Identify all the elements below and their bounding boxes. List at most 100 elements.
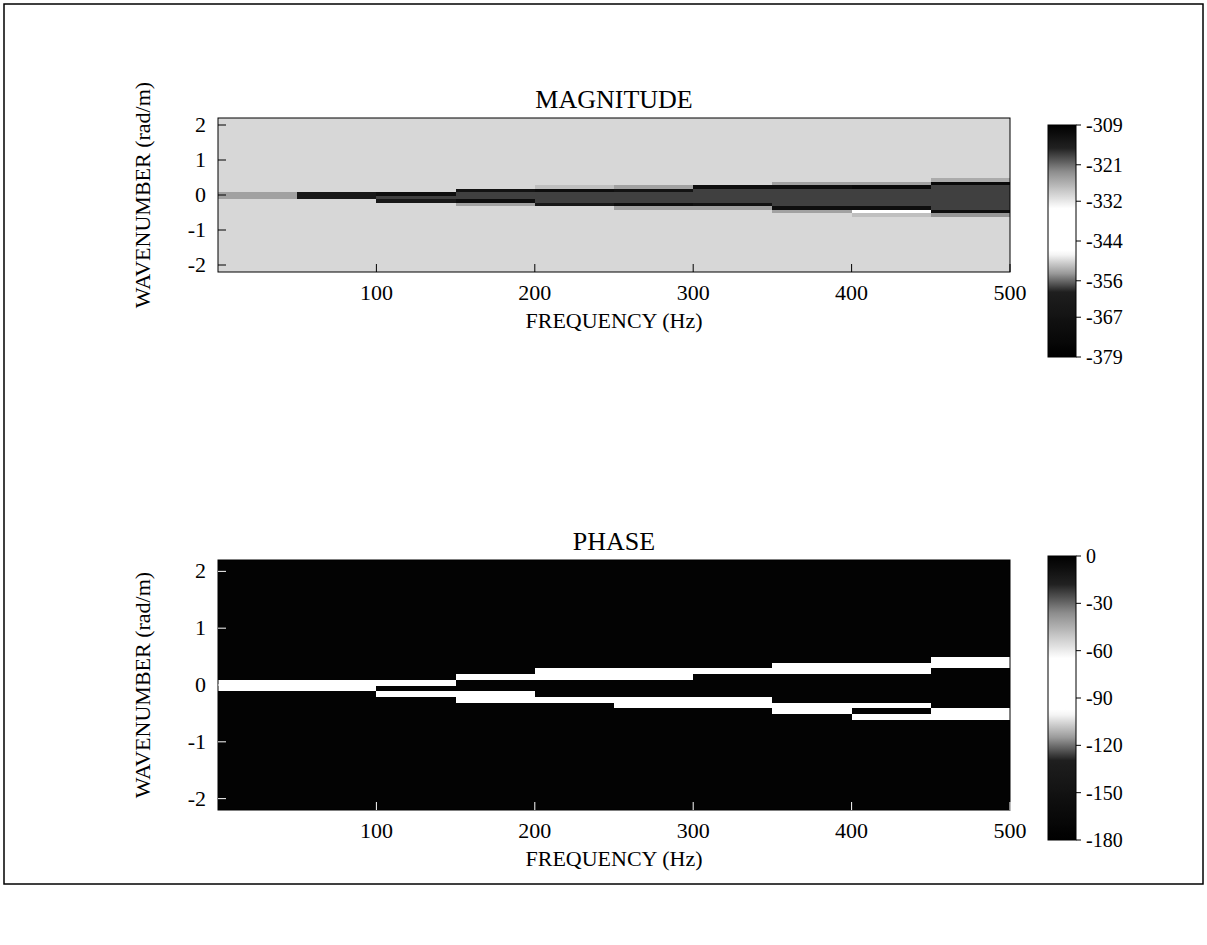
heat-cell <box>693 719 773 725</box>
heat-cell <box>931 696 1010 702</box>
heat-cell <box>772 185 852 189</box>
heat-cell <box>852 662 932 668</box>
heat-cell <box>693 668 773 674</box>
heat-cell <box>693 696 773 702</box>
heat-cell <box>535 674 615 680</box>
x-tick-label: 100 <box>360 818 393 843</box>
heat-cell <box>852 185 932 189</box>
heat-cell <box>535 662 615 668</box>
heat-cell <box>772 668 852 674</box>
colorbar-tick-label: -120 <box>1086 734 1123 756</box>
heat-cell <box>456 178 536 182</box>
heat-cell <box>852 199 932 203</box>
heat-cell <box>535 188 615 192</box>
heat-cell <box>772 560 852 657</box>
colorbar-tick-label: -309 <box>1086 114 1123 136</box>
heat-cell <box>218 195 298 199</box>
heat-cell <box>852 195 932 199</box>
heat-cell <box>218 679 298 685</box>
heat-cell <box>931 657 1010 663</box>
heat-cell <box>456 668 536 674</box>
heat-cell <box>852 725 932 810</box>
heat-cell <box>218 220 298 273</box>
y-tick-label: 0 <box>195 672 206 697</box>
heat-cell <box>376 713 456 719</box>
heat-cell <box>614 560 694 657</box>
heat-cell <box>218 192 298 196</box>
x-axis-title: FREQUENCY (Hz) <box>526 308 703 333</box>
heat-cell <box>614 206 694 210</box>
heat-cell <box>535 185 615 189</box>
heat-cell <box>218 178 298 182</box>
x-tick-label: 500 <box>994 280 1027 305</box>
heat-cell <box>852 206 932 210</box>
heat-cell <box>535 719 615 725</box>
heat-cell <box>772 662 852 668</box>
heat-cell <box>297 199 377 203</box>
heat-cell <box>376 708 456 714</box>
colorbar-tick <box>1076 840 1081 841</box>
heat-cell <box>535 195 615 199</box>
heat-cell <box>535 216 615 220</box>
heat-cell <box>297 708 377 714</box>
plot-frame <box>218 118 1010 272</box>
heat-cell <box>376 199 456 203</box>
heat-cell <box>218 725 298 810</box>
heat-cell <box>931 118 1010 178</box>
heat-cell <box>852 188 932 192</box>
heat-cell <box>218 199 298 203</box>
heat-cell <box>614 209 694 213</box>
heat-cell <box>614 118 694 178</box>
colorbar-tick <box>1076 603 1081 604</box>
heat-cell <box>535 713 615 719</box>
heat-cell <box>535 702 615 708</box>
heat-cell <box>535 192 615 196</box>
y-tick-label: -1 <box>188 729 206 754</box>
heat-cell <box>456 696 536 702</box>
heat-cell <box>535 199 615 203</box>
x-tick <box>1010 802 1011 810</box>
heat-cell <box>614 199 694 203</box>
y-axis-title: WAVENUMBER (rad/m) <box>130 572 155 798</box>
heat-cell <box>297 668 377 674</box>
heat-cell <box>772 199 852 203</box>
heat-cell <box>931 702 1010 708</box>
heat-cell <box>614 679 694 685</box>
heat-cell <box>376 181 456 185</box>
heat-cell <box>297 220 377 273</box>
heat-cell <box>931 674 1010 680</box>
colorbar-tick <box>1076 201 1081 202</box>
y-tick-label: 2 <box>195 112 206 137</box>
heat-cell <box>376 202 456 206</box>
heat-cell <box>456 206 536 210</box>
colorbar-tick-label: -356 <box>1086 270 1123 292</box>
heat-cell <box>693 192 773 196</box>
heat-cell <box>297 181 377 185</box>
y-tick-label: 2 <box>195 558 206 583</box>
heat-cell <box>297 202 377 206</box>
heat-cell <box>376 560 456 657</box>
heat-cell <box>931 713 1010 719</box>
heat-cell <box>535 691 615 697</box>
x-tick-label: 100 <box>360 280 393 305</box>
heat-cell <box>535 679 615 685</box>
heat-cell <box>614 178 694 182</box>
heat-cell <box>376 209 456 213</box>
heat-cell <box>772 685 852 691</box>
colorbar-tick-label: -379 <box>1086 346 1123 368</box>
x-tick <box>1010 264 1011 272</box>
heat-cell <box>931 202 1010 206</box>
heat-cell <box>614 674 694 680</box>
heat-cell <box>297 209 377 213</box>
colorbar-tick <box>1076 698 1081 699</box>
y-tick-label: -2 <box>188 252 206 277</box>
heat-cell <box>772 674 852 680</box>
cells <box>218 118 1010 272</box>
x-axis-title: FREQUENCY (Hz) <box>526 846 703 871</box>
heat-cell <box>297 685 377 691</box>
heat-cell <box>218 674 298 680</box>
heat-cell <box>297 662 377 668</box>
heat-cell <box>852 181 932 185</box>
heat-cell <box>297 213 377 217</box>
heat-cell <box>772 719 852 725</box>
